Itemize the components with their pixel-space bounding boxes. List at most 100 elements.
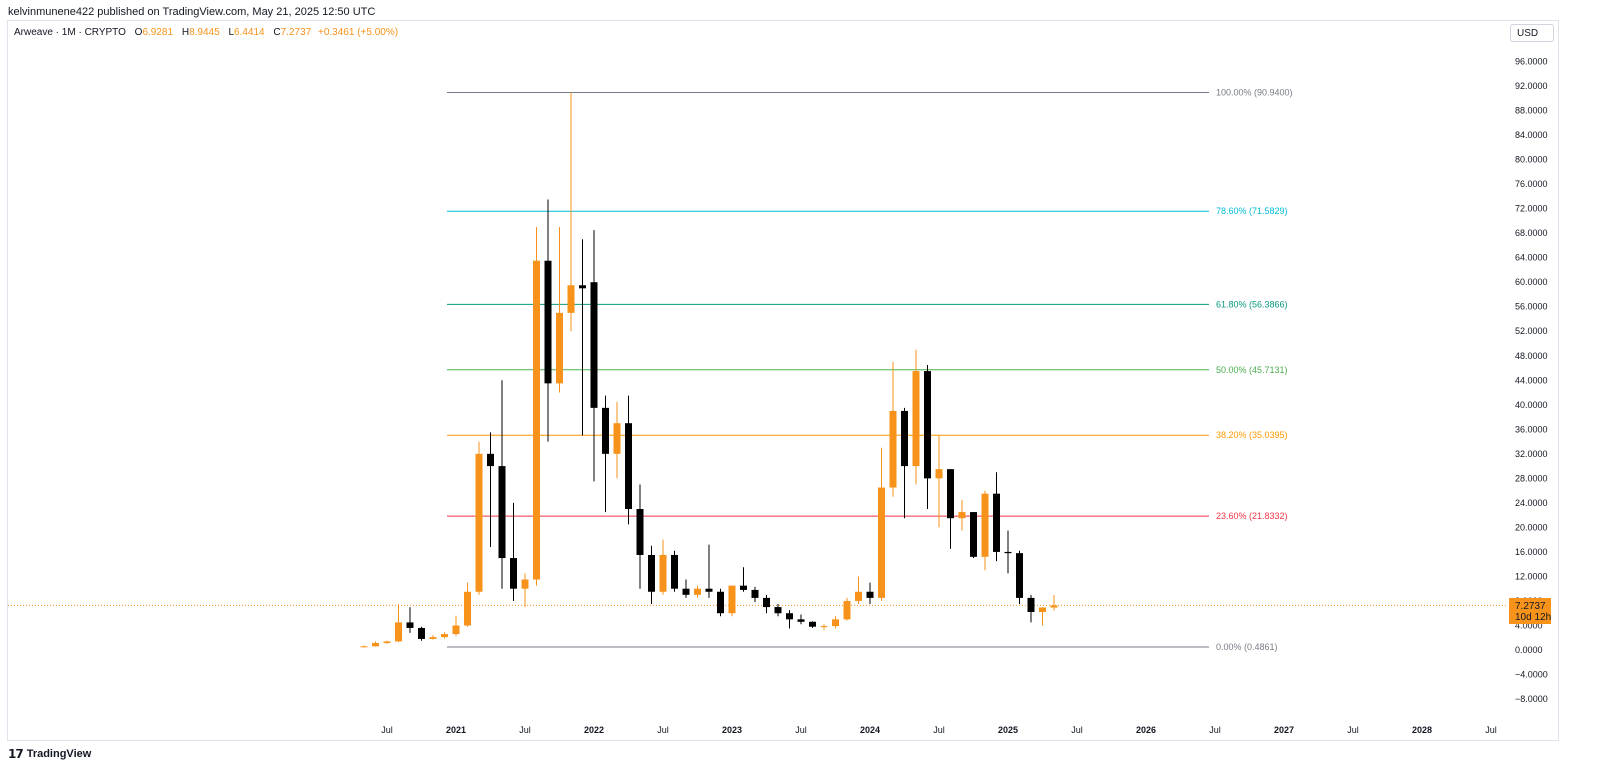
candle-body: [763, 597, 770, 608]
candle-body: [395, 622, 402, 642]
symbol-legend[interactable]: Arweave · 1M · CRYPTO O6.9281 H8.9445 L6…: [14, 27, 398, 38]
x-tick-label: Jul: [657, 725, 669, 735]
y-tick-label: 56.0000: [1515, 302, 1548, 312]
fib-label-4: 38.20% (35.0395): [1216, 430, 1288, 440]
symbol-name[interactable]: Arweave · 1M · CRYPTO: [14, 27, 126, 38]
candle: [740, 567, 747, 592]
x-tick-label: Jul: [381, 725, 393, 735]
candle: [441, 632, 448, 639]
candle: [510, 502, 517, 601]
candle-body: [510, 558, 517, 589]
candle: [1027, 594, 1035, 623]
y-tick-label: 36.0000: [1515, 424, 1548, 434]
candle: [429, 635, 437, 640]
candle-body: [464, 591, 471, 626]
candle: [774, 604, 782, 617]
fib-label-5: 23.60% (21.8332): [1216, 511, 1288, 521]
candle-body: [820, 626, 828, 628]
y-tick-label: 4.0000: [1515, 620, 1543, 630]
candle: [372, 641, 379, 647]
x-tick-label: 2027: [1274, 725, 1294, 735]
y-tick-label: −8.0000: [1515, 694, 1548, 704]
candle-body: [843, 600, 851, 620]
candle-body: [406, 622, 414, 628]
candle-body: [878, 487, 885, 598]
x-tick-label: Jul: [1071, 725, 1083, 735]
candle: [648, 545, 655, 605]
candle-body: [694, 588, 701, 595]
candle: [866, 582, 874, 605]
y-tick-label: 16.0000: [1515, 547, 1548, 557]
price-axis[interactable]: 96.0000 92.0000 88.0000 84.0000 80.0000 76.00…: [1515, 57, 1548, 705]
y-tick-label: 92.0000: [1515, 81, 1548, 91]
candle-body: [935, 469, 943, 479]
candle-body: [487, 453, 494, 467]
y-tick-label: 80.0000: [1515, 155, 1548, 165]
candle-body: [429, 637, 437, 639]
candle-body: [602, 407, 609, 454]
candle-body: [533, 260, 540, 580]
candle-body: [567, 285, 575, 313]
candle: [763, 594, 770, 614]
y-tick-label: 40.0000: [1515, 400, 1548, 410]
candle-body: [383, 641, 391, 643]
candle-body: [889, 410, 897, 488]
y-tick-label: 44.0000: [1515, 375, 1548, 385]
fib-retracement[interactable]: 100.00% (90.9400) 78.60% (71.5829) 61.80% …: [447, 88, 1293, 652]
y-tick-label: 52.0000: [1515, 326, 1548, 336]
candle-body: [809, 621, 816, 627]
candle: [475, 441, 483, 595]
chart-frame: [7, 20, 1559, 741]
y-tick-label: 20.0000: [1515, 522, 1548, 532]
candle-body: [544, 260, 552, 384]
candle-body: [947, 469, 954, 519]
candle: [694, 585, 701, 598]
candle-body: [970, 512, 977, 557]
tradingview-brand: TradingView: [26, 748, 92, 760]
candle: [958, 499, 966, 531]
x-tick-label: 2023: [722, 725, 742, 735]
candle-body: [613, 423, 621, 454]
x-tick-label: Jul: [1485, 725, 1497, 735]
tradingview-footer[interactable]: 𝟭𝟳 TradingView: [8, 747, 91, 761]
candle-body: [579, 285, 586, 289]
x-tick-label: 2021: [446, 725, 466, 735]
candle: [809, 621, 816, 628]
candle: [636, 484, 644, 589]
candle: [544, 199, 552, 442]
candle: [705, 544, 713, 598]
y-tick-label: 32.0000: [1515, 449, 1548, 459]
y-tick-label: 68.0000: [1515, 228, 1548, 238]
open-label: O: [134, 27, 143, 38]
time-axis[interactable]: Jul 2021 Jul 2022 Jul 2023 Jul 2024 Jul 2025 Jul 20…: [381, 725, 1497, 735]
y-tick-label: 48.0000: [1515, 351, 1548, 361]
candle-body: [1004, 551, 1012, 554]
candle-body: [924, 371, 931, 479]
change-value: +0.3461 (+5.00%): [317, 27, 399, 38]
price-badge-bg: [1509, 598, 1551, 624]
fib-label-0: 100.00% (90.9400): [1216, 88, 1293, 98]
y-tick-label: −4.0000: [1515, 670, 1548, 680]
candle-body: [625, 423, 632, 510]
published-byline: kelvinmunene422 published on TradingView…: [8, 6, 376, 18]
low-value: 6.4414: [234, 27, 265, 38]
candle-body: [590, 282, 598, 408]
candle-body: [786, 613, 793, 620]
candle-body: [797, 619, 805, 622]
y-tick-label: 0.0000: [1515, 645, 1543, 655]
high-value: 8.9445: [189, 27, 220, 38]
x-tick-label: 2028: [1412, 725, 1432, 735]
y-tick-label: 24.0000: [1515, 498, 1548, 508]
fib-label-3: 50.00% (45.7131): [1216, 365, 1288, 375]
candle: [878, 447, 885, 601]
currency-selector[interactable]: USD: [1510, 24, 1554, 42]
candle: [659, 539, 667, 595]
candle-body: [774, 607, 782, 614]
candle: [820, 624, 828, 630]
price-badge: 7.2737 10d 12h: [1509, 598, 1551, 624]
candle: [832, 616, 839, 629]
candle-body: [866, 591, 874, 598]
candle-body: [740, 585, 747, 590]
candles: [360, 92, 1058, 648]
